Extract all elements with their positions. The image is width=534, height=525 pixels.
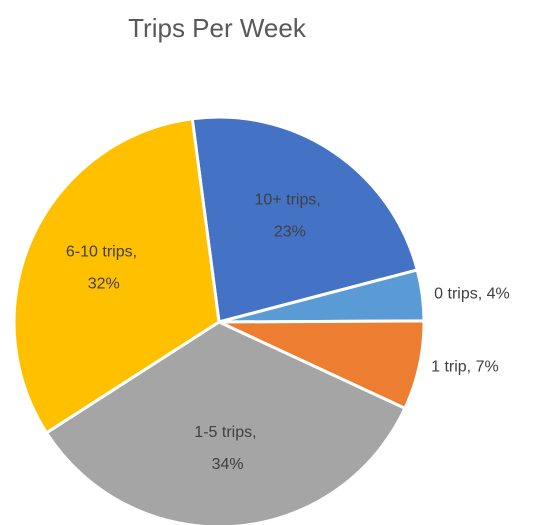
data-label: 1 trip, 7% [431, 359, 499, 376]
pie-slice [190, 115, 420, 324]
pie-slice [12, 117, 221, 435]
data-label: 10+ trips, 23% [255, 192, 326, 241]
data-label: 0 trips, 4% [434, 285, 510, 302]
pie-slice [44, 320, 407, 525]
data-label: 1-5 trips, 34% [194, 424, 261, 473]
data-label: 6-10 trips, 32% [66, 244, 142, 293]
chart-title: Trips Per Week [128, 13, 307, 43]
